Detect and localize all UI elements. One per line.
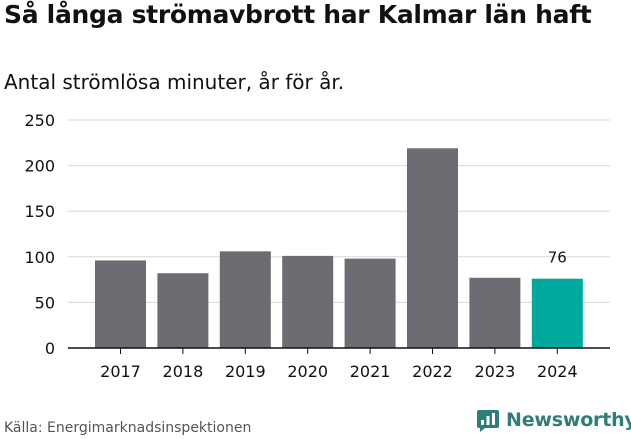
chart-subtitle: Antal strömlösa minuter, år för år. bbox=[4, 70, 345, 94]
bar-2022 bbox=[407, 148, 458, 348]
x-tick-label: 2024 bbox=[537, 362, 578, 381]
x-tick-label: 2019 bbox=[225, 362, 266, 381]
bar-2018 bbox=[157, 273, 209, 348]
source-note: Källa: Energimarknadsinspektionen bbox=[4, 420, 252, 436]
data-label: 76 bbox=[548, 249, 567, 267]
x-tick-label: 2021 bbox=[350, 362, 391, 381]
chart-title: Så långa strömavbrott har Kalmar län haf… bbox=[4, 0, 592, 29]
x-tick-label: 2023 bbox=[475, 362, 516, 381]
x-tick-label: 2018 bbox=[163, 362, 204, 381]
bar-2017 bbox=[95, 260, 146, 348]
y-tick-label: 0 bbox=[45, 339, 55, 358]
newsworthy-logo: Newsworthy bbox=[476, 408, 631, 432]
x-tick-label: 2017 bbox=[100, 362, 141, 381]
bar-2024 bbox=[531, 278, 583, 348]
y-tick-label: 200 bbox=[24, 157, 55, 176]
bar-2019 bbox=[219, 251, 271, 348]
y-tick-label: 150 bbox=[24, 202, 55, 221]
y-tick-label: 250 bbox=[24, 111, 55, 130]
brand-name: Newsworthy bbox=[506, 409, 631, 431]
y-tick-label: 50 bbox=[35, 293, 55, 312]
x-tick-label: 2022 bbox=[412, 362, 453, 381]
y-tick-label: 100 bbox=[24, 248, 55, 267]
x-tick-label: 2020 bbox=[287, 362, 328, 381]
bar-2021 bbox=[344, 258, 396, 348]
bar-2023 bbox=[469, 277, 521, 348]
bar-2020 bbox=[282, 255, 334, 348]
newsworthy-logo-icon bbox=[477, 410, 499, 432]
